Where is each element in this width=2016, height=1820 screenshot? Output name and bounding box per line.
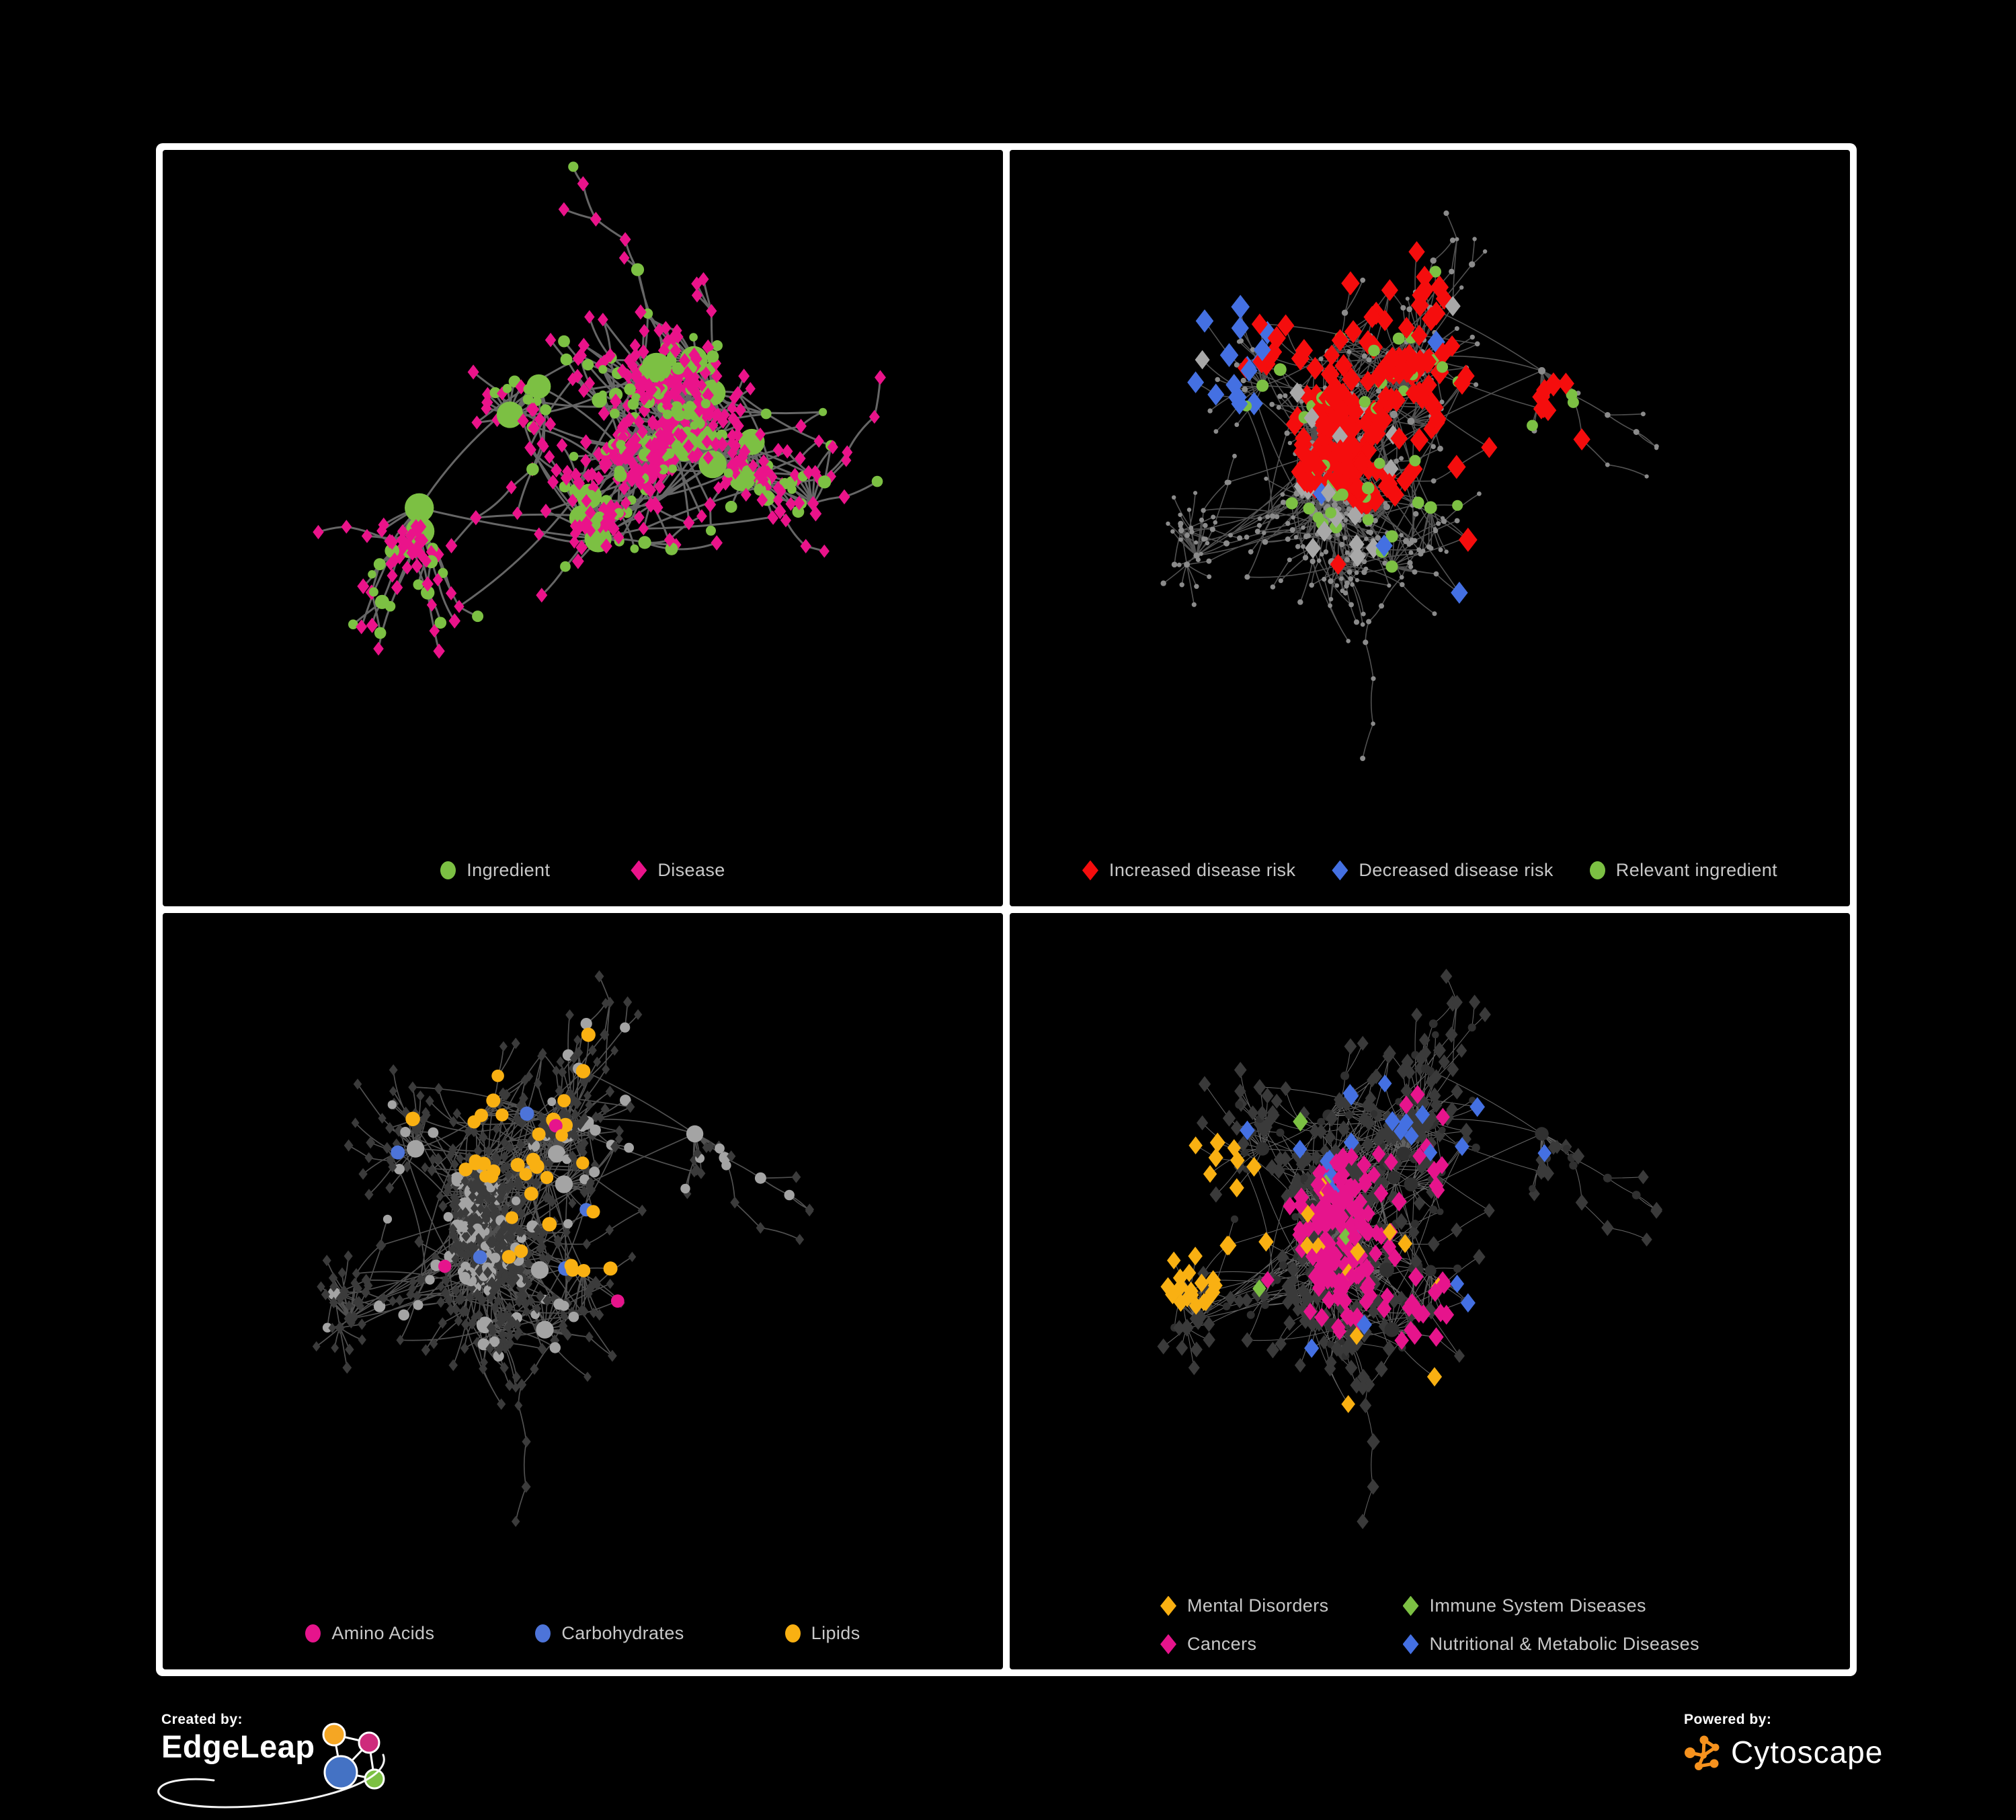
edgeleap-wordmark: EdgeLeap [161, 1729, 315, 1764]
legend-item: Relevant ingredient [1589, 860, 1778, 881]
nutrient-classes-legend: Amino Acids Carbohydrates Lipids [163, 1623, 1003, 1644]
legend-label: Immune System Diseases [1429, 1595, 1646, 1616]
legend-item: Decreased disease risk [1332, 860, 1553, 881]
edgeleap-logo-icon [322, 1723, 385, 1790]
cytoscape-wordmark: Cytoscape [1731, 1735, 1884, 1770]
nutritional-metabolic-diamond-icon [1402, 1634, 1419, 1655]
legend-item: Nutritional & Metabolic Diseases [1402, 1634, 1699, 1655]
legend-item: Ingredient [440, 860, 550, 881]
legend-label: Disease [657, 860, 725, 880]
ingredient-circle-icon [440, 861, 456, 879]
legend-label: Mental Disorders [1187, 1595, 1329, 1616]
disease-categories-legend: Mental Disorders Immune System Diseases … [1010, 1595, 1850, 1655]
legend-item: Lipids [784, 1623, 860, 1644]
panel-disease-categories: Mental Disorders Immune System Diseases … [1010, 913, 1850, 1669]
legend-label: Amino Acids [331, 1623, 435, 1643]
ingredient-disease-network-graph [313, 161, 886, 659]
nutrient-classes-network-graph [312, 970, 814, 1528]
ingredient-disease-legend: Ingredient Disease [163, 860, 1003, 881]
amino-acids-circle-icon [305, 1624, 321, 1643]
disease-risk-legend: Increased disease risk Decreased disease… [1010, 860, 1850, 881]
legend-label: Ingredient [467, 860, 551, 880]
disease-diamond-icon [631, 860, 647, 881]
cancers-diamond-icon [1160, 1634, 1177, 1655]
carbohydrates-circle-icon [535, 1624, 551, 1643]
edgeleap-logo: EdgeLeap [161, 1723, 417, 1798]
edgeleap-credit: Created by: EdgeLeap [157, 1712, 417, 1819]
legend-item: Disease [631, 860, 725, 881]
legend-label: Increased disease risk [1108, 860, 1296, 880]
powered-by-label: Powered by: [1684, 1712, 1772, 1727]
increased-risk-diamond-icon [1082, 860, 1098, 881]
immune-diseases-diamond-icon [1402, 1595, 1419, 1616]
legend-item: Cancers [1160, 1634, 1328, 1655]
legend-item: Mental Disorders [1160, 1595, 1328, 1616]
relevant-ingredient-circle-icon [1589, 861, 1605, 879]
cytoscape-logo: Cytoscape [1684, 1731, 1966, 1774]
disease-risk-network-graph [1160, 210, 1659, 761]
panel-disease-risk: Increased disease risk Decreased disease… [1010, 150, 1850, 906]
legend-label: Nutritional & Metabolic Diseases [1429, 1634, 1699, 1654]
panel-ingredient-disease: Ingredient Disease [163, 150, 1003, 906]
created-by-label: Created by: [161, 1712, 243, 1727]
cytoscape-logo-icon [1685, 1735, 1720, 1770]
decreased-risk-diamond-icon [1332, 860, 1348, 881]
legend-label: Decreased disease risk [1359, 860, 1554, 880]
legend-label: Carbohydrates [561, 1623, 684, 1643]
mental-disorders-diamond-icon [1160, 1595, 1177, 1616]
legend-item: Immune System Diseases [1402, 1595, 1699, 1616]
legend-label: Cancers [1187, 1634, 1257, 1654]
cytoscape-credit: Powered by: Cytoscape [1684, 1712, 1966, 1792]
legend-label: Relevant ingredient [1615, 860, 1778, 880]
legend-item: Increased disease risk [1082, 860, 1295, 881]
lipids-circle-icon [784, 1624, 801, 1643]
panel-nutrient-classes: Amino Acids Carbohydrates Lipids [163, 913, 1003, 1669]
legend-label: Lipids [811, 1623, 860, 1643]
legend-item: Carbohydrates [535, 1623, 684, 1644]
panel-grid: Ingredient Disease Increased disease ris… [156, 143, 1857, 1676]
legend-item: Amino Acids [305, 1623, 434, 1644]
disease-categories-network-graph [1157, 968, 1662, 1530]
